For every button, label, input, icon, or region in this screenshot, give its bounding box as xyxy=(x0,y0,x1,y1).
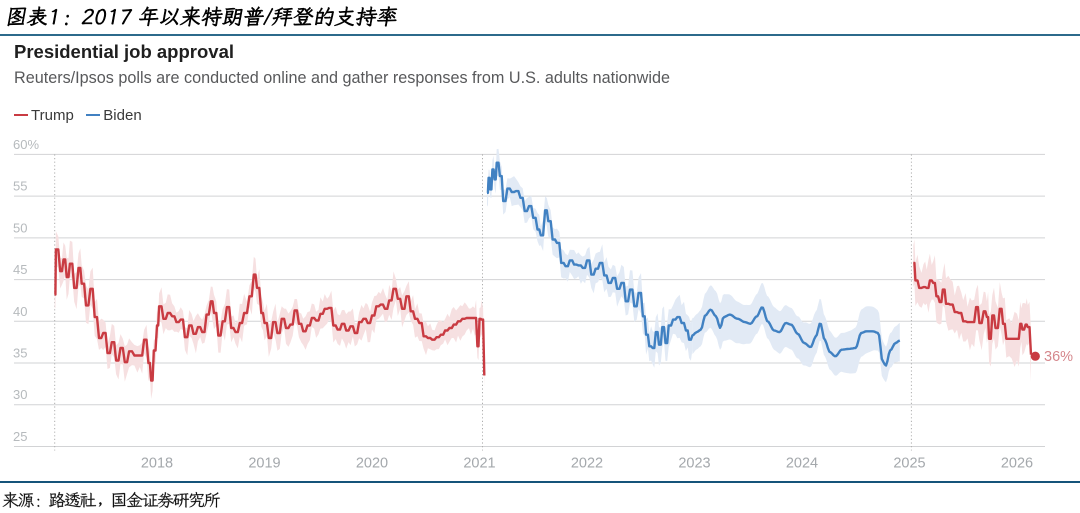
svg-text:2018: 2018 xyxy=(141,456,173,472)
svg-text:25: 25 xyxy=(13,429,27,444)
svg-text:2019: 2019 xyxy=(248,456,280,472)
svg-text:30: 30 xyxy=(13,387,27,402)
svg-text:2026: 2026 xyxy=(1001,456,1033,472)
svg-text:50: 50 xyxy=(13,220,27,235)
svg-text:45: 45 xyxy=(13,262,27,277)
svg-text:2024: 2024 xyxy=(786,456,818,472)
svg-text:2022: 2022 xyxy=(571,456,603,472)
svg-text:2023: 2023 xyxy=(678,456,710,472)
svg-text:2021: 2021 xyxy=(463,456,495,472)
svg-text:55: 55 xyxy=(13,179,27,194)
svg-text:40: 40 xyxy=(13,304,27,319)
svg-text:36%: 36% xyxy=(1044,349,1073,365)
svg-text:35: 35 xyxy=(13,346,27,361)
svg-text:2025: 2025 xyxy=(893,456,925,472)
svg-text:60%: 60% xyxy=(13,137,39,152)
svg-text:2020: 2020 xyxy=(356,456,388,472)
